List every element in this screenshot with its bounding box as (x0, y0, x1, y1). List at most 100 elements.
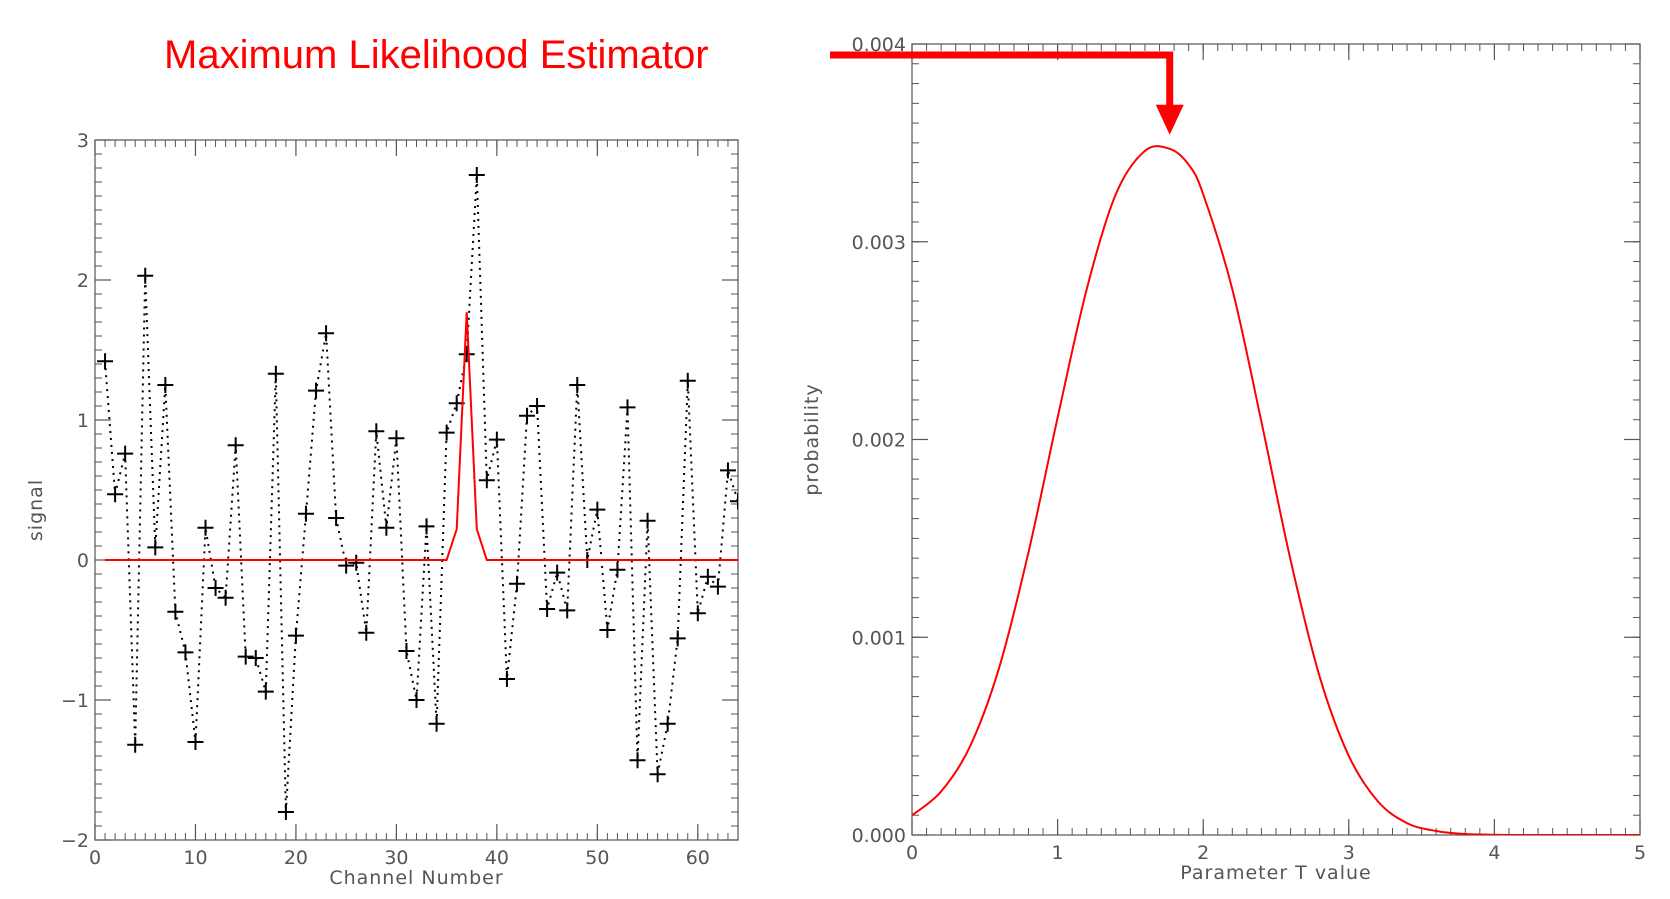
data-point (117, 445, 134, 462)
data-point (207, 580, 224, 596)
data-point (519, 407, 536, 424)
x-axis-title: Channel Number (329, 867, 503, 889)
data-point (639, 512, 656, 529)
x-tick-label: 0 (89, 847, 101, 869)
data-point (247, 650, 264, 666)
annotation-text: Maximum Likelihood Estimator (164, 33, 709, 77)
data-point (438, 424, 455, 441)
model-fit-line (105, 312, 738, 561)
y-tick-label: 0.003 (852, 232, 906, 254)
plot-area (97, 167, 738, 820)
data-point (227, 437, 244, 454)
data-point (679, 372, 696, 389)
x-tick-label: 50 (585, 847, 609, 869)
data-point (217, 589, 234, 606)
y-axis-title: signal (25, 479, 47, 541)
data-point (308, 382, 325, 399)
data-point (177, 644, 194, 661)
data-point (237, 648, 254, 665)
data-point (529, 398, 546, 414)
chart-probability-distribution: 0 1 2 3 4 5 0.000 0.001 0.002 0.003 0.004 Parameter… (801, 34, 1646, 884)
x-tick-label: 4 (1488, 842, 1500, 864)
y-tick-label: 0.001 (852, 627, 906, 649)
data-point (358, 624, 375, 641)
data-point (368, 423, 385, 440)
data-point (97, 353, 114, 370)
data-point (719, 462, 736, 479)
x-tick-label: 40 (485, 847, 509, 869)
data-point (498, 671, 515, 687)
data-point (328, 510, 345, 526)
data-point (197, 519, 214, 536)
x-axis-title: Parameter T value (1180, 862, 1371, 884)
data-point (107, 486, 124, 503)
data-point (609, 561, 626, 578)
data-point (418, 518, 435, 535)
data-point (398, 643, 415, 659)
data-point (157, 377, 174, 393)
x-tick-label: 20 (284, 847, 308, 869)
x-tick-label: 1 (1052, 842, 1064, 864)
data-point (297, 505, 314, 522)
y-tick-label: 1 (77, 410, 89, 432)
series-dotted-line (104, 174, 738, 813)
data-point (378, 519, 395, 536)
data-point (478, 472, 495, 489)
data-point (187, 734, 204, 750)
data-point (408, 692, 425, 708)
data-point (488, 431, 505, 448)
data-point (137, 267, 154, 284)
data-point (709, 578, 726, 595)
data-point (318, 325, 335, 342)
y-tick-label: 0 (77, 550, 89, 572)
data-point (147, 539, 164, 556)
plot-frame (94, 139, 739, 841)
y-tick-label: −1 (61, 690, 89, 712)
y-tick-label: 0.004 (852, 34, 906, 56)
chart-channel-signal: 0 10 20 30 40 50 60 −2 −1 0 1 2 3 Channel Number signa… (25, 130, 739, 889)
data-point (458, 346, 475, 363)
x-tick-label: 0 (906, 842, 918, 864)
y-axis-title: probability (801, 383, 823, 495)
data-point (287, 627, 304, 644)
x-tick-label: 2 (1197, 842, 1209, 864)
y-tick-label: −2 (61, 830, 89, 852)
y-tick-label: 3 (77, 130, 89, 152)
data-point (559, 602, 576, 619)
x-tick-label: 10 (183, 847, 207, 869)
data-point (629, 752, 646, 769)
data-point (669, 630, 686, 647)
y-tick-label: 0.000 (852, 825, 906, 847)
data-point (569, 377, 586, 393)
x-tick-label: 5 (1634, 842, 1646, 864)
data-point (689, 605, 706, 622)
data-point (508, 575, 525, 592)
data-point (649, 766, 666, 783)
data-point (549, 564, 566, 581)
data-point (619, 399, 636, 416)
data-point (388, 430, 405, 447)
x-tick-label: 60 (686, 847, 710, 869)
y-tick-label: 2 (77, 270, 89, 292)
annotation-arrow-head (1155, 104, 1184, 135)
data-point (428, 715, 445, 732)
data-point (659, 715, 676, 732)
data-point (468, 167, 485, 183)
data-point (127, 736, 144, 753)
data-point (730, 493, 738, 510)
data-point (257, 683, 274, 700)
data-point (599, 622, 616, 638)
data-point (348, 554, 365, 571)
annotation-arrow (830, 51, 1174, 109)
x-tick-label: 3 (1343, 842, 1355, 864)
data-point (267, 365, 284, 382)
x-tick-label: 30 (384, 847, 408, 869)
data-point (589, 501, 606, 518)
probability-curve (912, 145, 1640, 835)
y-tick-label: 0.002 (852, 430, 906, 452)
mle-annotation: Maximum Likelihood Estimator (164, 33, 1184, 135)
plot-area (912, 145, 1640, 835)
data-point (539, 601, 556, 617)
data-point (277, 804, 294, 820)
